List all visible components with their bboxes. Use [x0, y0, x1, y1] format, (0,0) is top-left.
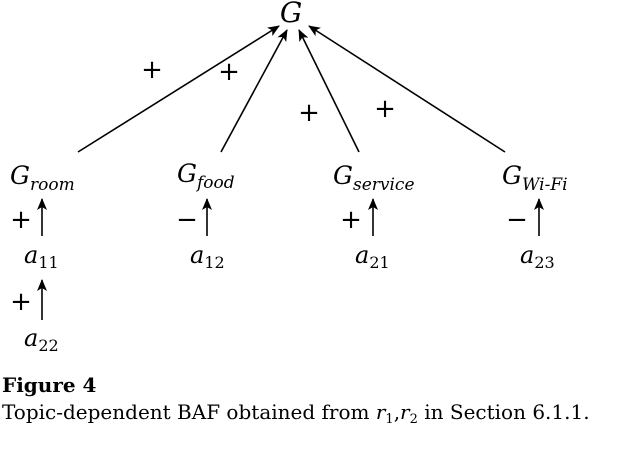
- goal-wifi-base: G: [502, 161, 522, 190]
- edge-room-to-root: [78, 26, 279, 152]
- goal-food-subscript: food: [195, 173, 235, 193]
- sign-a11-to-room: +: [10, 205, 32, 235]
- argument-a11-subscript: 11: [38, 253, 58, 272]
- goal-food-base: G: [177, 159, 197, 188]
- argument-a11: a11: [24, 241, 59, 272]
- argument-a22-subscript: 22: [38, 336, 58, 355]
- caption-r2: r2: [400, 400, 418, 424]
- goal-service: Gservice: [333, 161, 415, 195]
- sign-a21-to-service: +: [340, 205, 362, 235]
- goal-food: Gfood: [177, 159, 235, 193]
- caption-r1-base: r: [376, 400, 386, 424]
- argument-a22: a22: [24, 324, 59, 355]
- goal-room-base: G: [10, 161, 30, 190]
- edge-wifi-to-root: [309, 26, 505, 152]
- caption-text-before: Topic-dependent BAF obtained from: [2, 400, 376, 424]
- goal-room: Groom: [10, 161, 75, 195]
- goal-room-subscript: room: [30, 175, 75, 195]
- sign-wifi-to-root: +: [374, 94, 396, 124]
- root-goal-label: G: [280, 0, 302, 29]
- argument-a21-subscript: 21: [369, 253, 389, 272]
- goal-service-base: G: [333, 161, 353, 190]
- sign-food-to-root: +: [218, 57, 240, 87]
- figure-caption-title: Figure 4: [2, 372, 642, 398]
- sign-room-to-root: +: [141, 55, 163, 85]
- sign-a23-to-wifi: −: [506, 205, 528, 235]
- caption-text-after: in Section 6.1.1.: [418, 400, 590, 424]
- argument-a12-subscript: 12: [204, 253, 224, 272]
- argument-a23-base: a: [520, 241, 534, 269]
- argument-a12-base: a: [190, 241, 204, 269]
- argument-a12: a12: [190, 241, 225, 272]
- caption-r1-subscript: 1: [385, 412, 393, 427]
- sign-a22-to-a11: +: [10, 287, 32, 317]
- goal-wifi: GWi-Fi: [502, 161, 568, 195]
- caption-r1: r1: [376, 400, 394, 424]
- argument-a22-base: a: [24, 324, 38, 352]
- argument-a23: a23: [520, 241, 555, 272]
- figure-caption-text: Topic-dependent BAF obtained from r1,r2 …: [2, 398, 642, 426]
- argument-a21: a21: [355, 241, 390, 272]
- caption-r2-base: r: [400, 400, 410, 424]
- figure-caption: Figure 4 Topic-dependent BAF obtained fr…: [2, 372, 642, 426]
- argument-a23-subscript: 23: [534, 253, 554, 272]
- argument-a21-base: a: [355, 241, 369, 269]
- argument-a11-base: a: [24, 241, 38, 269]
- goal-wifi-subscript: Wi-Fi: [522, 175, 568, 195]
- edge-service-to-root: [299, 30, 359, 152]
- goal-service-subscript: service: [353, 175, 415, 195]
- sign-a12-to-food: −: [176, 205, 198, 235]
- caption-r2-subscript: 2: [410, 412, 418, 427]
- edge-food-to-root: [221, 30, 287, 152]
- sign-service-to-root: +: [298, 98, 320, 128]
